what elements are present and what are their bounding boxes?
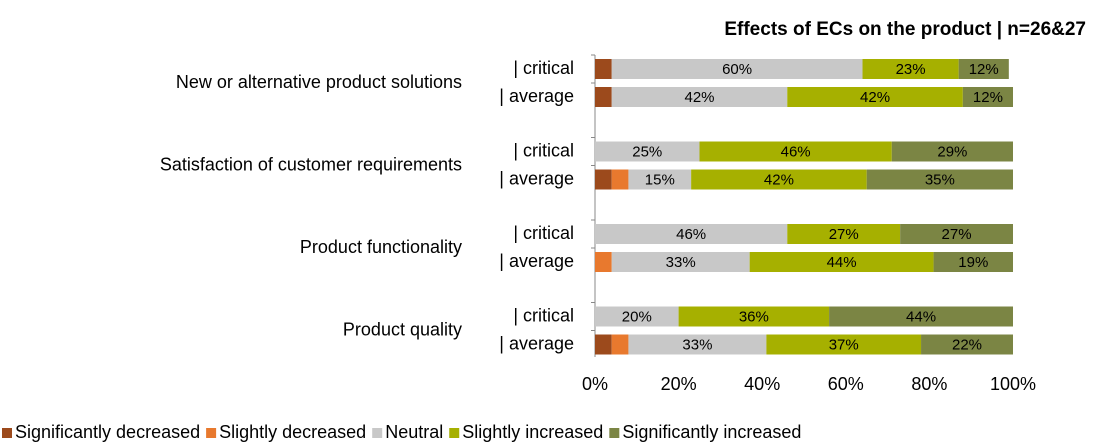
legend-label: Slightly increased — [462, 422, 603, 442]
data-label: 46% — [676, 226, 706, 243]
legend-swatch — [206, 428, 217, 438]
bar-segment — [699, 141, 892, 162]
x-tick-label: 60% — [828, 374, 864, 394]
bar-segment — [611, 87, 788, 107]
group-label: New or alternative product solutions — [176, 72, 462, 92]
data-label: 33% — [682, 336, 712, 353]
data-label: 12% — [969, 61, 999, 78]
bar-segment — [866, 169, 1013, 190]
data-label: 36% — [739, 308, 769, 325]
bar-segment — [611, 169, 629, 190]
data-label: 44% — [827, 254, 857, 271]
bar-segment — [595, 59, 612, 79]
bar-segment — [595, 306, 679, 327]
y-tick-label: | average — [499, 251, 574, 271]
legend-swatch — [372, 428, 383, 438]
bar-segment — [595, 141, 700, 162]
data-label: 60% — [722, 61, 752, 78]
legend-label: Significantly increased — [622, 422, 801, 442]
bar-segment — [611, 59, 863, 79]
bar-segment — [595, 169, 612, 190]
legend-swatch — [609, 428, 620, 438]
y-tick-label: | critical — [513, 58, 574, 78]
data-label: 46% — [781, 143, 811, 160]
bar-segment — [900, 224, 1013, 244]
chart-title: Effects of ECs on the product | n=26&27 — [724, 19, 1086, 40]
group-label: Product functionality — [300, 237, 462, 257]
data-label: 33% — [666, 254, 696, 271]
data-label: 37% — [829, 336, 859, 353]
bar-segment — [766, 334, 922, 355]
data-label: 19% — [958, 254, 988, 271]
data-label: 29% — [937, 143, 967, 160]
bar-segment — [787, 224, 901, 244]
data-label: 42% — [764, 171, 794, 188]
bar-segment — [933, 252, 1013, 272]
bar-segment — [958, 59, 1009, 79]
bar-segment — [829, 306, 1013, 327]
bar-segment — [595, 87, 612, 107]
group-label: Satisfaction of customer requirements — [160, 154, 462, 174]
bar-segment — [628, 169, 692, 190]
bar-segment — [628, 334, 767, 355]
x-tick-label: 80% — [911, 374, 947, 394]
x-tick-label: 20% — [661, 374, 697, 394]
data-label: 22% — [952, 336, 982, 353]
bar-segment — [595, 224, 788, 244]
bar-segment — [611, 252, 750, 272]
x-tick-label: 40% — [744, 374, 780, 394]
x-tick-label: 100% — [990, 374, 1036, 394]
y-tick-label: | average — [499, 333, 574, 353]
data-label: 42% — [860, 89, 890, 106]
legend-swatch — [2, 428, 12, 438]
data-label: 12% — [973, 89, 1003, 106]
bar-segment — [862, 59, 959, 79]
x-tick-label: 0% — [582, 374, 608, 394]
y-tick-label: | average — [499, 168, 574, 188]
data-label: 23% — [896, 61, 926, 78]
data-label: 42% — [684, 89, 714, 106]
legend-label: Slightly decreased — [219, 422, 366, 442]
data-label: 27% — [942, 226, 972, 243]
bar-segment — [595, 252, 612, 272]
legend-label: Significantly decreased — [15, 422, 200, 442]
bar-segment — [691, 169, 867, 190]
bar-segment — [787, 87, 963, 107]
data-label: 15% — [645, 171, 675, 188]
data-label: 25% — [632, 143, 662, 160]
bar-segment — [921, 334, 1013, 355]
data-label: 44% — [906, 308, 936, 325]
bar-segment — [678, 306, 830, 327]
bar-segment — [749, 252, 934, 272]
bar-segment — [962, 87, 1013, 107]
y-tick-label: | critical — [513, 140, 574, 160]
group-label: Product quality — [343, 319, 462, 339]
y-tick-label: | critical — [513, 305, 574, 325]
bar-segment — [595, 334, 612, 355]
y-tick-label: | critical — [513, 223, 574, 243]
data-label: 35% — [925, 171, 955, 188]
bar-segment — [891, 141, 1013, 162]
legend-swatch — [449, 428, 460, 438]
data-label: 20% — [622, 308, 652, 325]
bar-segment — [611, 334, 629, 355]
legend-label: Neutral — [385, 422, 443, 442]
data-label: 27% — [829, 226, 859, 243]
y-tick-label: | average — [499, 86, 574, 106]
